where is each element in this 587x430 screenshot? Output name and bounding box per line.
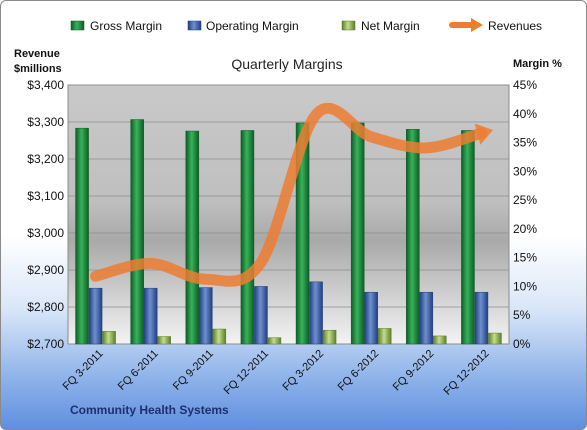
right-tick-label: 30% <box>513 164 537 178</box>
right-axis-label: Margin % <box>513 58 562 70</box>
net-margin-bar <box>212 328 227 345</box>
legend-operating-margin[interactable]: Operating Margin <box>187 19 299 33</box>
right-axis-ticks: 0% 5% 10% 15% 20% 25% 30% 35% 40% 45% <box>513 78 537 351</box>
net-margin-bar <box>377 328 392 345</box>
net-margin-bar <box>102 331 116 345</box>
right-tick-label: 35% <box>513 136 537 150</box>
x-tick-label: FQ 3-2011 <box>61 348 106 393</box>
right-tick-label: 10% <box>513 279 537 293</box>
right-tick-label: 0% <box>513 337 531 351</box>
legend-net-margin[interactable]: Net Margin <box>341 19 420 33</box>
legend-revenues-label: Revenues <box>488 19 542 33</box>
left-tick-label: $2,700 <box>27 337 64 351</box>
x-tick-label: FQ 12-2012 <box>442 348 492 398</box>
x-axis-ticks: FQ 3-2011 FQ 6-2011 FQ 9-2011 FQ 12-2011 FQ … <box>61 348 492 398</box>
x-tick-label: FQ 12-2011 <box>222 348 271 397</box>
net-margin-bar <box>488 332 502 345</box>
left-tick-label: $3,000 <box>27 226 64 240</box>
legend-gross-margin[interactable]: Gross Margin <box>70 19 162 33</box>
legend-gross-margin-label: Gross Margin <box>90 19 162 33</box>
right-tick-label: 25% <box>513 193 537 207</box>
operating-margin-bar <box>474 291 489 345</box>
chart-title: Quarterly Margins <box>231 56 342 72</box>
left-tick-label: $3,200 <box>27 152 64 166</box>
right-tick-label: 40% <box>513 107 537 121</box>
right-tick-label: 15% <box>513 251 537 265</box>
right-tick-label: 20% <box>513 222 537 236</box>
operating-margin-bar <box>199 287 213 345</box>
gross-margin-bar <box>295 122 310 345</box>
bar-series <box>75 119 502 345</box>
net-margin-bar <box>433 335 447 345</box>
x-tick-label: FQ 9-2012 <box>391 348 437 394</box>
operating-margin-bar <box>254 286 268 345</box>
gross-margin-bar <box>406 129 420 345</box>
net-margin-bar <box>267 337 282 345</box>
right-tick-label: 45% <box>513 78 537 92</box>
net-margin-bar <box>322 329 337 345</box>
right-tick-label: 5% <box>513 308 531 322</box>
gross-margin-bar <box>130 119 144 345</box>
left-tick-label: $3,300 <box>27 115 64 129</box>
gross-margin-bar <box>75 127 89 345</box>
company-name: Community Health Systems <box>70 403 229 417</box>
x-tick-label: FQ 6-2011 <box>116 348 161 393</box>
legend-revenues-arrowhead <box>471 18 483 32</box>
left-tick-label: $2,800 <box>27 300 64 314</box>
left-tick-label: $2,900 <box>27 263 64 277</box>
gross-margin-bar <box>185 130 200 345</box>
gross-margin-bar <box>461 130 475 345</box>
operating-margin-bar <box>88 287 103 345</box>
legend-revenues[interactable]: Revenues <box>449 18 542 33</box>
left-tick-label: $3,400 <box>27 78 64 92</box>
net-margin-bar <box>157 336 171 345</box>
left-axis-ticks: $2,700 $2,800 $2,900 $3,000 $3,100 $3,200 $3,3… <box>27 78 64 351</box>
left-axis-label-line1: Revenue <box>14 48 60 60</box>
legend-net-margin-swatch <box>341 20 356 31</box>
legend-operating-margin-label: Operating Margin <box>206 19 299 33</box>
x-tick-label: FQ 3-2012 <box>281 348 327 394</box>
gross-margin-bar <box>240 130 255 345</box>
operating-margin-bar <box>364 291 378 345</box>
left-tick-label: $3,100 <box>27 189 64 203</box>
operating-margin-bar <box>419 291 434 345</box>
operating-margin-bar <box>309 281 323 345</box>
legend: Gross Margin Operating Margin Net Margin… <box>70 18 542 33</box>
left-axis-label-line2: $millions <box>14 63 62 75</box>
gross-margin-bar <box>350 122 365 345</box>
operating-margin-bar <box>143 287 158 345</box>
x-tick-label: FQ 6-2012 <box>336 348 382 394</box>
revenues-arrowhead <box>474 123 494 145</box>
legend-net-margin-label: Net Margin <box>361 19 420 33</box>
revenues-line <box>90 102 487 287</box>
legend-gross-margin-swatch <box>70 20 85 31</box>
legend-operating-margin-swatch <box>187 20 202 31</box>
x-tick-label: FQ 9-2011 <box>171 348 216 393</box>
